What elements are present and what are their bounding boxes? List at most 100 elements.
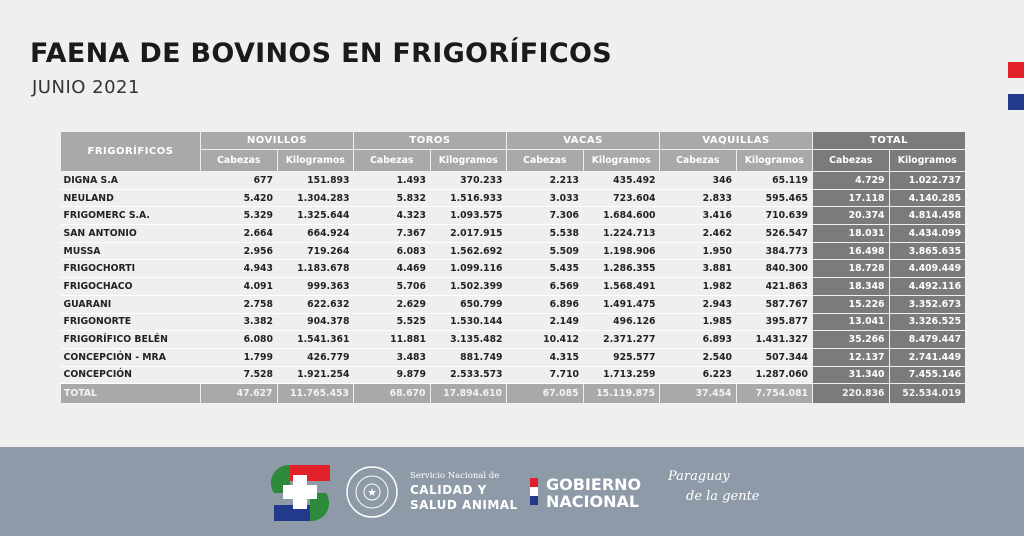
cell-value: 4.409.449 [888, 259, 967, 279]
cell-value: 1.093.575 [430, 206, 507, 226]
cell-value: 840.300 [736, 259, 813, 279]
cell-value: 2.833 [659, 188, 737, 208]
cell-value: 35.266 [812, 330, 890, 349]
cell-value: 3.326.525 [888, 312, 967, 332]
cell-value: 3.135.482 [430, 330, 507, 349]
cell-value: 5.832 [353, 188, 430, 208]
cell-value: 723.604 [583, 188, 660, 208]
cell-value: 3.382 [200, 312, 277, 332]
cell-value: 1.491.475 [583, 294, 660, 314]
subheader-cabezas: Cabezas [353, 149, 431, 172]
frigorifico-name: GUARANI [60, 294, 201, 314]
frigorifico-name: FRIGOCHORTI [60, 259, 201, 279]
cell-value: 7.528 [200, 365, 277, 385]
cell-value: 1.799 [200, 347, 277, 367]
cell-value: 6.223 [659, 365, 737, 385]
cell-value: 151.893 [277, 171, 354, 190]
cell-value: 17.894.610 [429, 383, 508, 405]
cell-value: 587.767 [736, 294, 813, 314]
slogan-line2: de la gente [686, 489, 760, 504]
cell-value: 2.741.449 [888, 347, 967, 367]
cell-value: 6.896 [506, 294, 584, 314]
cell-value: 1.541.361 [277, 330, 354, 349]
group-header-row: FRIGORÍFICOS NOVILLOS TOROS VACAS VAQUIL… [60, 131, 967, 172]
cell-value: 1.516.933 [430, 188, 507, 208]
frigorifico-name: CONCEPCIÓN [60, 365, 201, 385]
cell-value: 4.469 [353, 259, 430, 279]
cell-value: 7.367 [353, 224, 430, 243]
cell-value: 622.632 [277, 294, 354, 314]
cell-value: 15.119.875 [582, 383, 661, 405]
subheader-kilogramos: Kilogramos [582, 149, 661, 172]
cell-value: 2.371.277 [583, 330, 660, 349]
group-header: NOVILLOS [200, 131, 354, 150]
cell-value: 2.664 [200, 224, 277, 243]
frigorifico-name: CONCEPCIÓN - MRA [60, 347, 201, 367]
cell-value: 1.985 [659, 312, 737, 332]
cell-value: 4.814.458 [888, 206, 967, 226]
footer: ★ Servicio Nacional de CALIDAD Y SALUD A… [0, 447, 1024, 536]
cell-value: 4.492.116 [888, 277, 967, 296]
cell-value: 395.877 [736, 312, 813, 332]
table-row: FRIGORÍFICO BELÉN 6.080 1.541.361 11.881 3.1… [60, 330, 967, 349]
table-row: CONCEPCIÓN - MRA 1.799 426.779 3.483 881.749… [60, 347, 967, 367]
cell-value: 4.140.285 [888, 188, 967, 208]
cell-value: 11.765.453 [276, 383, 354, 405]
frigorifico-name: MUSSA [60, 241, 201, 261]
cell-value: 346 [659, 171, 737, 190]
cell-value: 7.710 [506, 365, 584, 385]
cell-value: 3.416 [659, 206, 737, 226]
cell-value: 2.149 [506, 312, 584, 332]
cell-value: 10.412 [506, 330, 584, 349]
frigorifico-name: FRIGONORTE [60, 312, 201, 332]
cell-value: 20.374 [812, 206, 890, 226]
frigorifico-name: FRIGOCHACO [60, 277, 201, 296]
cell-value: 1.950 [659, 241, 737, 261]
cell-value: 925.577 [583, 347, 660, 367]
cell-value: 8.479.447 [888, 330, 967, 349]
cell-value: 17.118 [812, 188, 890, 208]
frigorifico-name: SAN ANTONIO [60, 224, 201, 243]
group-header: VACAS [506, 131, 661, 150]
cell-value: 3.033 [506, 188, 584, 208]
cell-value: 31.340 [812, 365, 890, 385]
cell-value: 15.226 [812, 294, 890, 314]
senacsa-line2: SALUD ANIMAL [410, 498, 518, 512]
cell-value: 6.569 [506, 277, 584, 296]
senacsa-line1: CALIDAD Y [410, 483, 487, 497]
subheader-cabezas: Cabezas [812, 149, 890, 172]
cell-value: 2.017.915 [430, 224, 507, 243]
cell-value: 384.773 [736, 241, 813, 261]
table-row: SAN ANTONIO 2.664 664.924 7.367 2.017.915 5.5… [60, 224, 967, 243]
table-row: GUARANI 2.758 622.632 2.629 650.799 6.896 1.49… [60, 294, 967, 314]
cell-value: 2.943 [659, 294, 737, 314]
frigorifico-name: DIGNA S.A [60, 171, 201, 190]
table-row: NEULAND 5.420 1.304.283 5.832 1.516.933 3.033… [60, 188, 967, 208]
cell-value: 6.080 [200, 330, 277, 349]
cell-value: 4.091 [200, 277, 277, 296]
cell-value: 421.863 [736, 277, 813, 296]
cell-value: 1.325.644 [277, 206, 354, 226]
cell-value: 5.420 [200, 188, 277, 208]
cell-value: 67.085 [506, 383, 584, 405]
cell-value: 1.562.692 [430, 241, 507, 261]
cell-value: 18.728 [812, 259, 890, 279]
frigorifico-name: NEULAND [60, 188, 201, 208]
subheader-cabezas: Cabezas [506, 149, 584, 172]
total-row: TOTAL 47.627 11.765.453 68.670 17.894.610 67.… [60, 383, 967, 405]
gobierno-line2: NACIONAL [546, 492, 640, 511]
cell-value: 52.534.019 [888, 383, 967, 405]
cell-value: 2.540 [659, 347, 737, 367]
cell-value: 4.323 [353, 206, 430, 226]
cell-value: 1.183.678 [277, 259, 354, 279]
frigorifico-name: FRIGOMERC S.A. [60, 206, 201, 226]
table-row: FRIGOMERC S.A. 5.329 1.325.644 4.323 1.093.5… [60, 206, 967, 226]
page-subtitle: JUNIO 2021 [32, 77, 140, 98]
cell-value: 5.706 [353, 277, 430, 296]
cell-value: 1.286.355 [583, 259, 660, 279]
cell-value: 65.119 [736, 171, 813, 190]
subheader-cabezas: Cabezas [659, 149, 737, 172]
cell-value: 12.137 [812, 347, 890, 367]
subheader-kilogramos: Kilogramos [888, 149, 967, 172]
subheader-kilogramos: Kilogramos [735, 149, 814, 172]
